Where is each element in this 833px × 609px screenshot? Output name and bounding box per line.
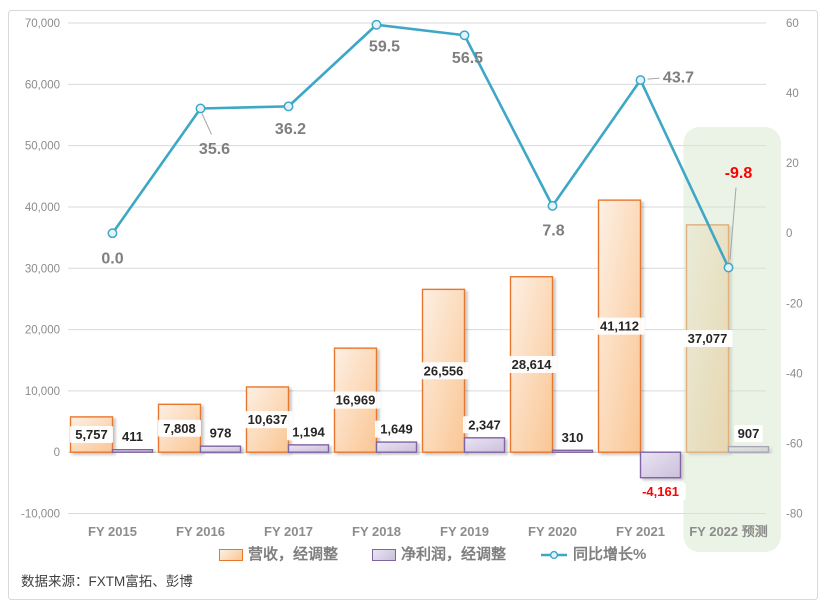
revenue-value-label: 5,757	[75, 427, 108, 442]
net-profit-value-label-bg	[734, 425, 763, 443]
y-axis-tick-left: 50,000	[25, 141, 60, 153]
revenue-value-label: 10,637	[248, 412, 288, 427]
net-profit-value-label: 2,347	[468, 417, 501, 432]
legend-item-net-profit: 净利润，经调整	[372, 546, 506, 564]
growth-value-label: 36.2	[275, 121, 306, 138]
growth-line-legend-icon	[541, 550, 568, 560]
y-axis-tick-left: 40,000	[25, 202, 60, 214]
y-axis-tick-right: 40	[786, 88, 799, 100]
y-axis-tick-left: 20,000	[25, 325, 60, 337]
net-profit-value-label-bg	[375, 420, 418, 438]
net-profit-value-label: 1,194	[292, 424, 325, 439]
legend-label-revenue: 营收，经调整	[248, 546, 339, 563]
revenue-value-label: 16,969	[336, 393, 376, 408]
category-label: FY 2021	[616, 524, 665, 539]
growth-marker	[723, 262, 734, 273]
leader-line	[647, 77, 660, 80]
revenue-swatch-icon	[219, 549, 243, 561]
net-profit-bar	[375, 441, 418, 453]
growth-marker	[635, 75, 646, 86]
net-profit-value-label-bg	[118, 428, 147, 446]
net-profit-value-label-bg	[463, 416, 506, 434]
y-axis-tick-right: -80	[786, 509, 803, 521]
y-axis-tick-left: 60,000	[25, 79, 60, 91]
revenue-value-label-bg	[330, 391, 381, 409]
net-profit-value-label: 978	[210, 426, 232, 441]
y-axis-tick-right: -20	[786, 298, 803, 310]
revenue-value-label: 28,614	[512, 357, 553, 372]
category-label: FY 2022 预测	[689, 524, 768, 539]
net-profit-value-label-bg	[287, 423, 330, 441]
revenue-value-label-bg	[70, 426, 113, 444]
growth-value-label: 7.8	[542, 222, 564, 239]
net-profit-bar	[463, 437, 506, 453]
growth-line	[111, 23, 730, 269]
growth-marker	[107, 228, 118, 239]
net-profit-value-label-bg	[635, 483, 686, 501]
growth-value-label: 43.7	[663, 70, 694, 87]
legend: 营收，经调整 净利润，经调整 同比增长%	[219, 546, 646, 564]
net-profit-value-label: -4,161	[642, 484, 679, 499]
source-note: 数据来源：FXTM富拓、彭博	[21, 574, 193, 589]
legend-item-growth: 同比增长%	[540, 546, 646, 564]
revenue-value-label: 41,112	[600, 319, 639, 334]
net-profit-value-label-bg	[206, 424, 235, 442]
net-profit-value-label: 411	[122, 429, 143, 444]
net-profit-value-label: 310	[562, 430, 584, 445]
y-axis-tick-right: -40	[786, 368, 803, 380]
net-profit-bar	[551, 449, 594, 453]
category-label: FY 2018	[352, 524, 401, 539]
revenue-value-label: 7,808	[163, 421, 196, 436]
leader-line	[729, 187, 737, 260]
legend-item-revenue: 营收，经调整	[219, 546, 338, 564]
net-profit-bar	[639, 451, 682, 479]
y-axis-tick-left: 0	[54, 447, 60, 459]
growth-value-label: -9.8	[725, 165, 753, 182]
growth-value-label: 0.0	[101, 251, 123, 268]
revenue-value-label-bg	[682, 330, 733, 348]
net-profit-swatch-icon	[372, 549, 397, 561]
leader-line	[201, 113, 212, 135]
revenue-value-label-bg	[594, 317, 645, 335]
category-label: FY 2019	[440, 524, 489, 539]
category-label: FY 2015	[88, 524, 137, 539]
y-axis-tick-left: 30,000	[25, 263, 60, 275]
y-axis-tick-right: 60	[786, 18, 799, 30]
net-profit-bar	[287, 444, 330, 453]
revenue-value-label: 26,556	[424, 363, 464, 378]
growth-value-label: 56.5	[452, 50, 483, 67]
category-label: FY 2016	[176, 524, 225, 539]
category-label: FY 2020	[528, 524, 577, 539]
legend-label-net-profit: 净利润，经调整	[401, 546, 507, 563]
net-profit-value-label: 907	[738, 426, 760, 441]
y-axis-tick-right: 0	[786, 228, 792, 240]
y-axis-tick-left: 70,000	[25, 18, 60, 30]
net-profit-bar	[111, 448, 154, 453]
net-profit-bar	[199, 445, 242, 453]
revenue-value-label: 37,077	[688, 331, 728, 346]
legend-label-growth: 同比增长%	[573, 546, 647, 563]
y-axis-tick-left: -10,000	[21, 509, 60, 521]
growth-marker	[547, 200, 558, 211]
revenue-value-label-bg	[158, 419, 201, 437]
category-label: FY 2017	[264, 524, 313, 539]
y-axis-tick-right: -60	[786, 438, 803, 450]
revenue-value-label-bg	[418, 362, 469, 380]
y-axis-tick-left: 10,000	[25, 386, 60, 398]
growth-value-label: 35.6	[199, 141, 230, 158]
growth-marker	[283, 101, 294, 112]
growth-marker	[371, 19, 382, 30]
revenue-value-label-bg	[506, 355, 557, 373]
growth-marker	[459, 30, 470, 41]
growth-marker	[195, 103, 206, 114]
revenue-value-label-bg	[242, 411, 293, 429]
net-profit-value-label: 1,649	[380, 422, 413, 437]
net-profit-value-label-bg	[558, 428, 587, 446]
y-axis-tick-right: 20	[786, 158, 799, 170]
chart-frame	[8, 10, 818, 600]
growth-value-label: 59.5	[369, 38, 400, 55]
